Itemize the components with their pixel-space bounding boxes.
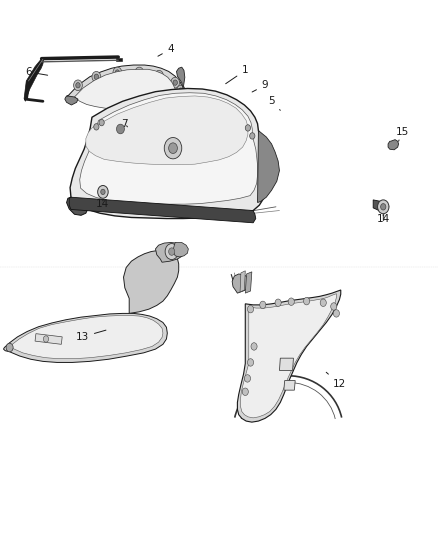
Polygon shape <box>67 197 88 215</box>
Circle shape <box>333 310 339 317</box>
Polygon shape <box>173 243 188 257</box>
Polygon shape <box>86 96 248 165</box>
Circle shape <box>169 143 177 154</box>
Text: 1: 1 <box>226 66 249 84</box>
Circle shape <box>378 200 389 214</box>
Text: 5: 5 <box>268 96 280 110</box>
Circle shape <box>169 248 175 255</box>
Circle shape <box>304 297 310 305</box>
Polygon shape <box>74 69 177 110</box>
Polygon shape <box>388 140 399 150</box>
Circle shape <box>155 70 163 81</box>
Circle shape <box>275 299 281 306</box>
Text: 7: 7 <box>121 119 128 128</box>
Polygon shape <box>240 271 245 292</box>
Polygon shape <box>124 251 179 313</box>
Circle shape <box>76 83 80 88</box>
Circle shape <box>244 375 251 382</box>
Circle shape <box>320 299 326 306</box>
Circle shape <box>74 80 82 91</box>
Text: 13: 13 <box>76 330 106 342</box>
Polygon shape <box>177 67 185 89</box>
Circle shape <box>165 244 178 260</box>
Circle shape <box>245 125 251 131</box>
Circle shape <box>117 124 124 134</box>
Text: 14: 14 <box>96 199 110 208</box>
Circle shape <box>6 343 13 352</box>
Text: 6: 6 <box>25 67 48 77</box>
Polygon shape <box>110 124 129 134</box>
Polygon shape <box>284 381 295 390</box>
Polygon shape <box>155 243 184 262</box>
Circle shape <box>113 119 128 139</box>
Polygon shape <box>237 290 341 422</box>
Polygon shape <box>4 313 167 362</box>
Text: 14: 14 <box>377 214 390 223</box>
Circle shape <box>98 185 108 198</box>
Circle shape <box>164 138 182 159</box>
Text: 12: 12 <box>326 372 346 389</box>
Circle shape <box>99 119 104 126</box>
Circle shape <box>260 301 266 309</box>
Polygon shape <box>24 59 44 101</box>
Circle shape <box>101 189 105 195</box>
Circle shape <box>113 67 122 78</box>
Polygon shape <box>373 200 389 211</box>
Text: 15: 15 <box>396 127 409 141</box>
Circle shape <box>250 133 255 139</box>
Circle shape <box>251 343 257 350</box>
Polygon shape <box>80 93 258 204</box>
Circle shape <box>157 73 161 78</box>
Circle shape <box>331 303 337 310</box>
Polygon shape <box>240 294 336 418</box>
Polygon shape <box>116 58 122 61</box>
Polygon shape <box>245 272 252 293</box>
Circle shape <box>247 359 254 366</box>
Polygon shape <box>232 274 251 293</box>
Circle shape <box>115 70 120 75</box>
Polygon shape <box>258 131 279 203</box>
Polygon shape <box>70 88 267 219</box>
Circle shape <box>94 124 99 130</box>
Circle shape <box>177 85 185 96</box>
Text: 4: 4 <box>158 44 174 56</box>
Text: 9: 9 <box>252 80 268 92</box>
Circle shape <box>43 336 49 342</box>
Circle shape <box>94 74 99 79</box>
Polygon shape <box>65 96 78 105</box>
Polygon shape <box>69 197 256 223</box>
Circle shape <box>242 388 248 395</box>
Polygon shape <box>35 334 62 344</box>
Circle shape <box>92 71 101 82</box>
Polygon shape <box>6 316 163 359</box>
Circle shape <box>171 77 180 88</box>
Circle shape <box>381 204 386 210</box>
Circle shape <box>135 67 144 78</box>
Circle shape <box>137 70 141 75</box>
Circle shape <box>247 305 254 313</box>
Polygon shape <box>67 65 183 107</box>
Circle shape <box>179 88 183 93</box>
Polygon shape <box>279 358 293 370</box>
Circle shape <box>288 298 294 305</box>
Circle shape <box>173 80 177 85</box>
